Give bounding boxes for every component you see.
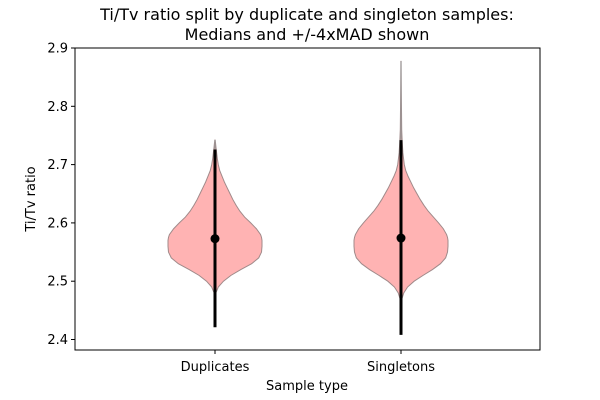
y-tick-label: 2.8 bbox=[47, 100, 68, 115]
y-tick-label: 2.5 bbox=[47, 275, 68, 290]
plot-frame bbox=[74, 47, 541, 351]
y-axis: 2.4 2.5 2.6 2.7 2.8 2.9 bbox=[47, 42, 75, 348]
median-point bbox=[210, 234, 220, 244]
y-tick-label: 2.9 bbox=[47, 42, 68, 57]
x-tick-label: Duplicates bbox=[181, 360, 250, 375]
x-axis-label: Sample type bbox=[266, 379, 348, 394]
y-tick-label: 2.6 bbox=[47, 216, 68, 231]
x-tick-label: Singletons bbox=[367, 360, 435, 375]
median-point bbox=[396, 233, 406, 243]
violins-layer bbox=[167, 60, 449, 335]
chart-title-line-1: Ti/Tv ratio split by duplicate and singl… bbox=[99, 5, 514, 24]
x-axis: Duplicates Singletons bbox=[181, 350, 435, 375]
y-tick-label: 2.7 bbox=[47, 158, 68, 173]
y-tick-label: 2.4 bbox=[47, 333, 68, 348]
y-axis-label: Ti/Tv ratio bbox=[24, 166, 39, 232]
violin-singletons bbox=[353, 60, 449, 335]
chart-title-line-2: Medians and +/-4xMAD shown bbox=[185, 25, 430, 44]
chart-title: Ti/Tv ratio split by duplicate and singl… bbox=[99, 5, 514, 44]
violin-duplicates bbox=[167, 139, 263, 328]
